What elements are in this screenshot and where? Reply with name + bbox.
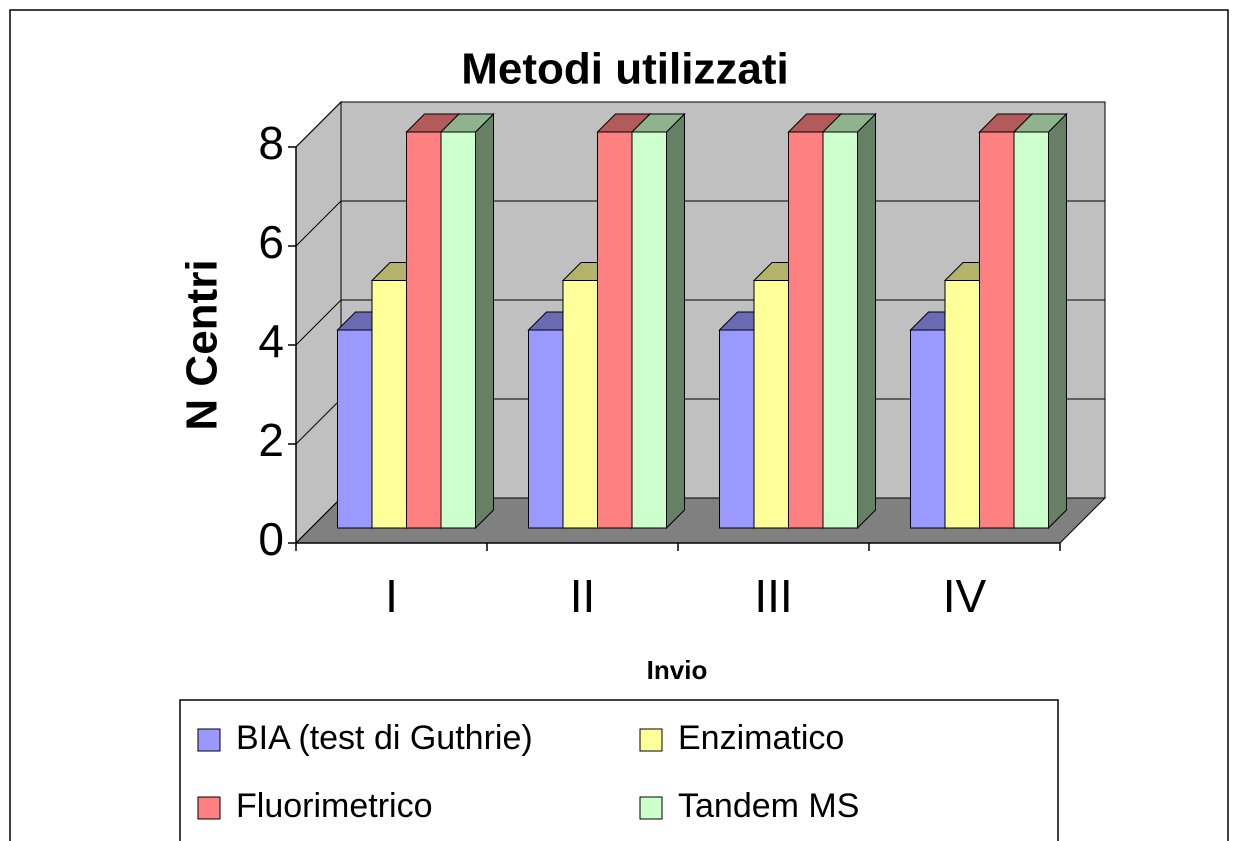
bar [528, 329, 564, 529]
y-tick-label: 6 [258, 216, 284, 268]
x-tick-label: III [754, 570, 792, 622]
bar [597, 131, 633, 529]
legend: BIA (test di Guthrie) Enzimatico Fluorimet… [197, 719, 859, 825]
bar [406, 131, 442, 529]
legend-box [179, 699, 1059, 841]
grid-line [295, 398, 342, 445]
legend-label: Fluorimetrico [236, 787, 432, 825]
chart-border [9, 9, 1229, 841]
legend-swatch [639, 728, 663, 752]
bar [337, 329, 373, 529]
bar [822, 131, 858, 529]
bar [979, 131, 1015, 529]
x-axis-title: Invio [647, 655, 708, 685]
bar-side [475, 112, 494, 530]
legend-swatch [197, 728, 221, 752]
bar [944, 280, 980, 529]
bar-side [1048, 112, 1067, 530]
bar [1013, 131, 1049, 529]
bar [440, 131, 476, 529]
bar [719, 329, 755, 529]
x-tick-label: I [385, 570, 398, 622]
legend-label: Enzimatico [678, 719, 844, 757]
x-tick-label: II [570, 570, 596, 622]
bar [562, 280, 598, 529]
legend-swatch [639, 796, 663, 820]
y-tick-label: 0 [258, 513, 284, 565]
grid-line [295, 200, 342, 247]
y-tick-label: 4 [258, 315, 284, 367]
grid-line [295, 497, 342, 544]
y-axis-title: N Centri [178, 259, 227, 430]
bar-side [666, 112, 685, 530]
chart-title: Metodi utilizzati [461, 45, 789, 94]
grid-line [295, 101, 342, 148]
legend-swatch [197, 796, 221, 820]
legend-label: BIA (test di Guthrie) [236, 719, 533, 757]
bar [788, 131, 824, 529]
grid-line [295, 299, 342, 346]
bar [631, 131, 667, 529]
bar-side [857, 112, 876, 530]
legend-label: Tandem MS [678, 787, 859, 825]
bar [910, 329, 946, 529]
y-tick-label: 2 [258, 414, 284, 466]
y-tick-label: 8 [258, 117, 284, 169]
bar [753, 280, 789, 529]
x-tick-label: IV [943, 570, 987, 622]
bar [371, 280, 407, 529]
